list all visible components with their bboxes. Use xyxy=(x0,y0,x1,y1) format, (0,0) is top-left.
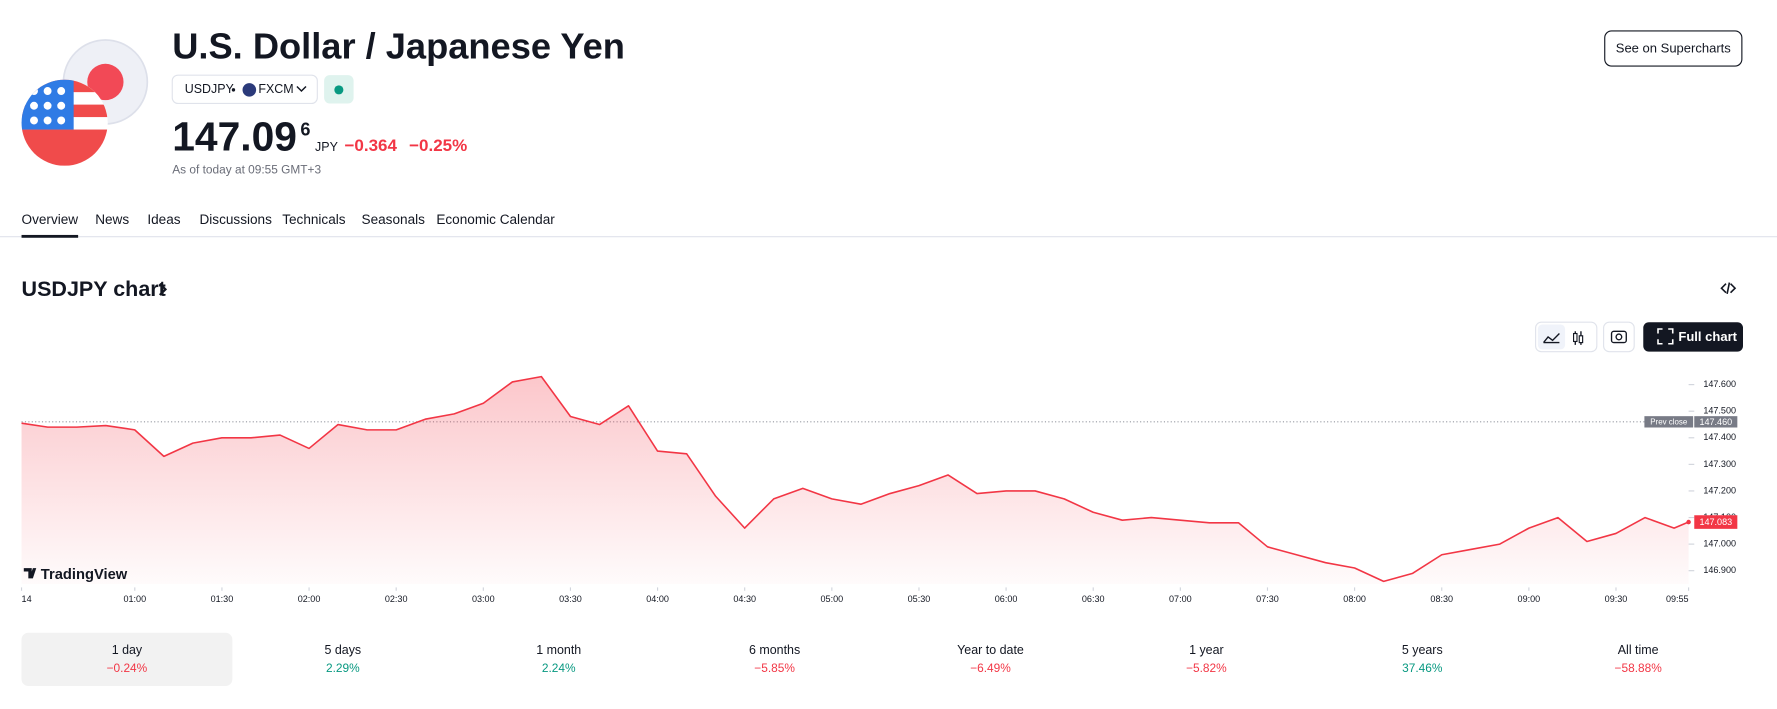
x-tick-label: 04:00 xyxy=(646,594,669,604)
y-tick-label: 147.400 xyxy=(1703,432,1736,442)
x-tick-label: 05:30 xyxy=(908,594,931,604)
x-tick-label: 02:00 xyxy=(298,594,321,604)
period-tile[interactable]: All time −58.88% xyxy=(1615,643,1663,675)
button-label: See on Supercharts xyxy=(1616,41,1732,56)
last-point xyxy=(1686,519,1691,525)
change: −0.364 xyxy=(345,136,398,155)
x-tick-label: 06:00 xyxy=(995,594,1018,604)
period-label: 1 day xyxy=(112,643,143,657)
tabs: Overview News Ideas Discussions Technicals Se… xyxy=(21,212,555,238)
last-value: 147.083 xyxy=(1699,517,1732,527)
title-chevron xyxy=(158,282,168,296)
x-tick-label: 08:00 xyxy=(1343,594,1366,604)
prev-close-badge xyxy=(1644,416,1694,428)
period-tile[interactable]: 1 year −5.82% xyxy=(1186,643,1227,675)
period-change: −5.85% xyxy=(754,661,795,675)
last-value-badge xyxy=(1694,515,1738,529)
y-tick-label: 147.600 xyxy=(1703,379,1736,389)
tab[interactable]: Discussions xyxy=(199,212,272,227)
prev-close-title: Prev close xyxy=(1650,417,1688,426)
y-tick-label: 147.300 xyxy=(1703,459,1736,469)
period-tile[interactable]: Year to date −6.49% xyxy=(957,643,1024,675)
period-tile[interactable]: 5 days 2.29% xyxy=(324,643,361,675)
x-tick-label: 08:30 xyxy=(1430,594,1453,604)
exchange: FXCM xyxy=(258,82,293,96)
period-change: 2.24% xyxy=(542,661,576,675)
chart-style-toggle[interactable] xyxy=(1535,321,1598,353)
period-change: −5.82% xyxy=(1186,661,1227,675)
x-tick-label: 01:00 xyxy=(123,594,146,604)
watermark: TradingView xyxy=(23,567,128,583)
x-tick-label: 06:30 xyxy=(1082,594,1105,604)
tab[interactable]: Economic Calendar xyxy=(436,212,555,227)
period-label: 5 days xyxy=(324,643,361,657)
period-tile[interactable]: 6 months −5.85% xyxy=(749,643,800,675)
y-tick-label: 147.200 xyxy=(1703,485,1736,495)
price-last-digit: 6 xyxy=(300,119,310,139)
period-label: 6 months xyxy=(749,643,800,657)
tab-underline xyxy=(21,234,79,238)
price-chart: 146.900147.000147.100147.200147.300147.4… xyxy=(20,375,1738,604)
period-change: −0.24% xyxy=(107,661,148,675)
y-tick-label: 147.000 xyxy=(1703,539,1736,549)
price-line xyxy=(21,375,1689,583)
period-tile[interactable]: 1 day −0.24% xyxy=(21,632,233,686)
period-change: 37.46% xyxy=(1402,661,1443,675)
y-tick-label: 147.500 xyxy=(1703,406,1736,416)
x-tick-label: 03:30 xyxy=(559,594,582,604)
prev-close-value: 147.460 xyxy=(1699,417,1732,427)
change-percent: −0.25% xyxy=(409,136,467,155)
symbol-code: USDJPY xyxy=(185,82,235,96)
snapshot-button[interactable] xyxy=(1603,321,1635,353)
x-tick-label: 09:00 xyxy=(1518,594,1541,604)
x-tick-label: 09:55 xyxy=(1666,594,1689,604)
y-tick-label: 146.900 xyxy=(1703,565,1736,575)
period-change: −6.49% xyxy=(970,661,1011,675)
embed-button[interactable] xyxy=(1720,282,1737,295)
periods: 1 day −0.24% 5 days 2.29% 1 month 2.24% 6 mont… xyxy=(21,632,1663,686)
period-change: 2.29% xyxy=(326,661,360,675)
x-tick-label: 05:00 xyxy=(821,594,844,604)
period-label: 1 month xyxy=(536,643,581,657)
x-tick-label: 03:00 xyxy=(472,594,495,604)
x-tick-label: 14 xyxy=(22,594,32,604)
period-tile[interactable]: 5 years 37.46% xyxy=(1402,643,1443,675)
area-fill xyxy=(21,376,1689,584)
prev-close-value-badge xyxy=(1694,416,1738,428)
symbol-logo xyxy=(21,39,149,166)
market-status[interactable] xyxy=(324,75,354,104)
period-label: 1 year xyxy=(1189,643,1224,657)
period-selected-bg xyxy=(21,632,233,686)
full-chart-button[interactable]: Full chart xyxy=(1643,322,1744,352)
x-tick-label: 04:30 xyxy=(733,594,756,604)
symbol-title: U.S. Dollar / Japanese Yen xyxy=(172,26,625,67)
tab[interactable]: Technicals xyxy=(282,212,346,227)
watermark-text: TradingView xyxy=(41,567,128,583)
chart-section-title[interactable]: USDJPY chart xyxy=(22,277,166,301)
period-label: 5 years xyxy=(1402,643,1443,657)
period-tile[interactable]: 1 month 2.24% xyxy=(536,643,581,675)
tab[interactable]: Ideas xyxy=(147,212,180,227)
tab[interactable]: Overview xyxy=(22,212,79,227)
period-label: Year to date xyxy=(957,643,1024,657)
x-tick-label: 07:00 xyxy=(1169,594,1192,604)
tab[interactable]: Seasonals xyxy=(362,212,426,227)
x-tick-label: 07:30 xyxy=(1256,594,1279,604)
supercharts-button[interactable]: See on Supercharts xyxy=(1604,30,1743,67)
period-label: All time xyxy=(1618,643,1659,657)
x-tick-label: 02:30 xyxy=(385,594,408,604)
as-of: As of today at 09:55 GMT+3 xyxy=(172,162,321,176)
x-tick-label: 09:30 xyxy=(1605,594,1628,604)
period-change: −58.88% xyxy=(1615,661,1663,675)
price: 147.09 xyxy=(172,114,297,160)
symbol-pill[interactable]: USDJPY FXCM xyxy=(171,74,318,105)
x-tick-label: 01:30 xyxy=(211,594,234,604)
tab[interactable]: News xyxy=(95,212,129,227)
currency: JPY xyxy=(315,140,339,154)
button-label: Full chart xyxy=(1678,329,1737,344)
